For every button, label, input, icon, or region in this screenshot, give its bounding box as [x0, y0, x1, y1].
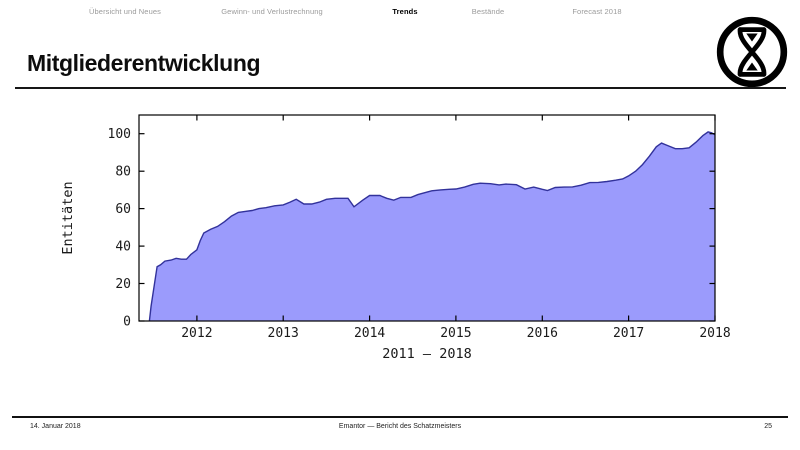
- hourglass-icon: [716, 16, 788, 88]
- x-tick-label: 2015: [440, 326, 471, 341]
- footer-rule: [12, 416, 788, 418]
- footer-date: 14. Januar 2018: [30, 423, 81, 430]
- x-tick-label: 2016: [527, 326, 558, 341]
- plot-layer: 2012 2013 2014 2015 2016 2017 2018 0 20 40 60 80 100: [108, 114, 731, 341]
- y-tick-label: 40: [115, 240, 131, 255]
- nav-item-bestände[interactable]: Bestände: [471, 7, 505, 16]
- y-tick-label: 80: [115, 165, 131, 180]
- x-tick-label: 2014: [354, 326, 385, 341]
- title-rule: [15, 87, 786, 89]
- hourglass-logo: [714, 13, 790, 91]
- footer-author-title: Emantor — Bericht des Schatzmeisters: [338, 423, 462, 430]
- x-tick-label: 2017: [613, 326, 644, 341]
- y-tick-label: 100: [108, 127, 131, 142]
- nav-item-gewinn-und-verlustrechnung[interactable]: Gewinn- und Verlustrechnung: [221, 7, 323, 16]
- x-tick-label: 2013: [268, 326, 299, 341]
- y-tick-label: 20: [115, 277, 131, 292]
- page-title: Mitgliederentwicklung: [27, 50, 261, 76]
- footer: 14. Januar 2018 Emantor — Bericht des Sc…: [0, 423, 800, 437]
- x-axis-title: 2011 – 2018: [382, 346, 471, 362]
- area-line: [148, 131, 716, 322]
- area-fill: [149, 131, 715, 321]
- y-tick-label: 0: [123, 315, 131, 330]
- y-tick-label: 60: [115, 202, 131, 217]
- x-tick-label: 2018: [699, 326, 730, 341]
- nav-item-forecast-2018[interactable]: Forecast 2018: [572, 7, 622, 16]
- nav-item-trends[interactable]: Trends: [392, 7, 418, 16]
- plot-border: [138, 114, 716, 322]
- page-number: 25: [764, 423, 772, 430]
- section-nav: Übersicht und Neues Gewinn- und Verlustre…: [0, 0, 800, 20]
- x-tick-label: 2012: [181, 326, 212, 341]
- nav-item-übersicht-und-neues[interactable]: Übersicht und Neues: [89, 7, 161, 16]
- y-axis-title: Entitäten: [60, 181, 76, 254]
